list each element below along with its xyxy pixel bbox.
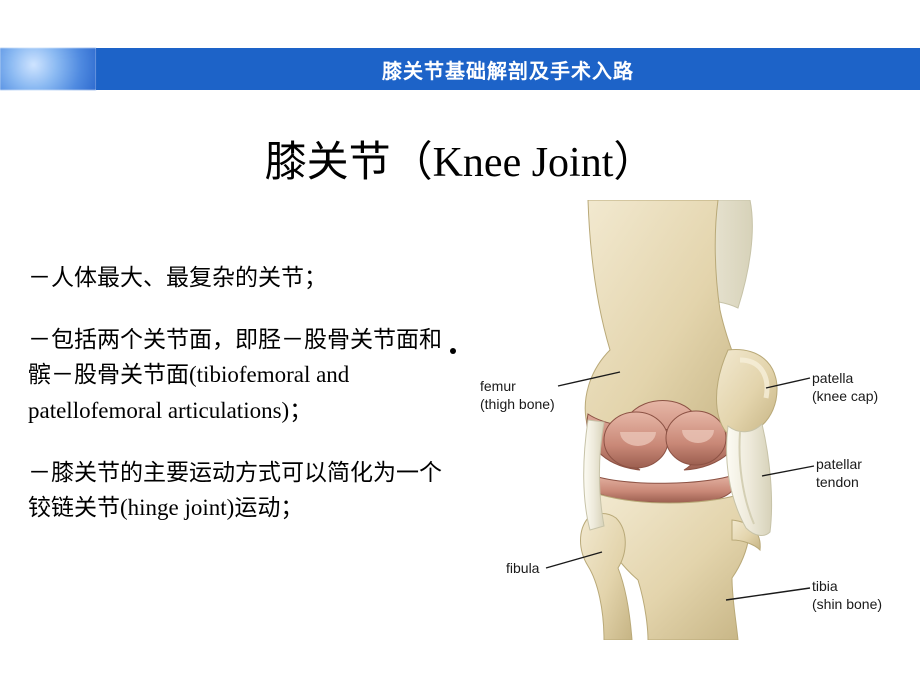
- page-title: 膝关节（Knee Joint）: [0, 128, 920, 189]
- header-accent-glow: [0, 48, 96, 90]
- label-fibula: fibula: [506, 560, 539, 578]
- label-tibia: tibia (shin bone): [812, 578, 882, 613]
- label-patella: patella (knee cap): [812, 370, 878, 405]
- fibula-bone: [581, 514, 633, 641]
- body-text: －人体最大、最复杂的关节； －包括两个关节面，即胫－股骨关节面和髌－股骨关节面(…: [28, 260, 458, 552]
- lateral-ligament: [584, 420, 604, 530]
- header-title: 膝关节基础解剖及手术入路: [96, 48, 920, 90]
- paragraph-3: －膝关节的主要运动方式可以简化为一个铰链关节(hinge joint)运动；: [28, 455, 458, 526]
- paragraph-2: －包括两个关节面，即胫－股骨关节面和髌－股骨关节面(tibiofemoral a…: [28, 322, 458, 429]
- knee-anatomy-diagram: femur (thigh bone) fibula patella (knee …: [470, 200, 900, 640]
- label-femur: femur (thigh bone): [480, 378, 555, 413]
- slide-page: 膝关节基础解剖及手术入路 膝关节（Knee Joint） －人体最大、最复杂的关…: [0, 0, 920, 690]
- label-patellar-tendon: patellar tendon: [816, 456, 862, 491]
- paragraph-1: －人体最大、最复杂的关节；: [28, 260, 458, 296]
- header-bar: 膝关节基础解剖及手术入路: [0, 48, 920, 90]
- bullet-dot-icon: [450, 348, 456, 354]
